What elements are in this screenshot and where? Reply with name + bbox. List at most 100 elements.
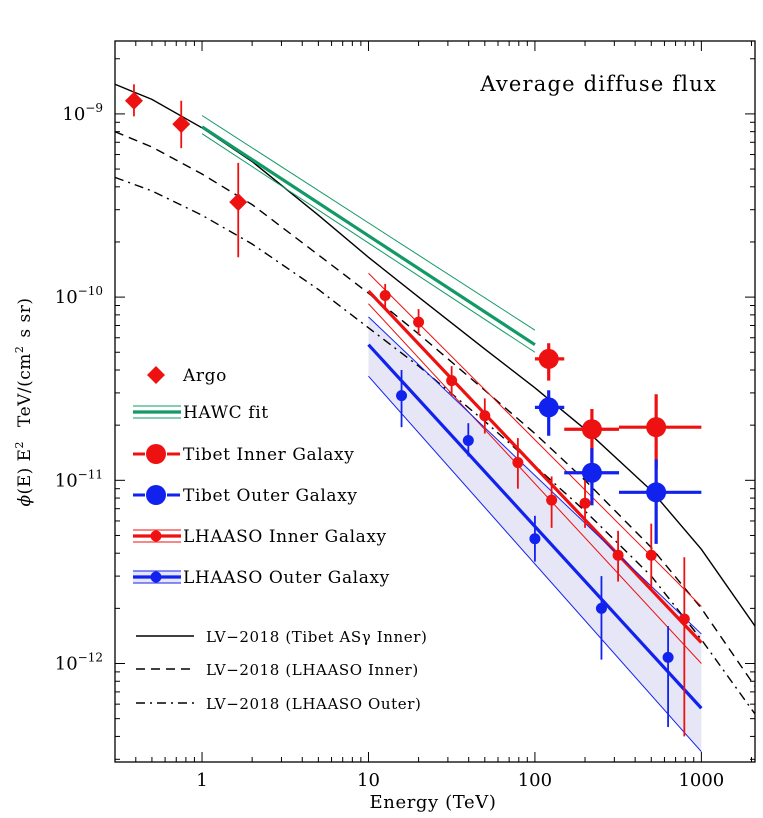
lhaaso-inner-galaxy-marker (446, 375, 458, 387)
lhaaso-outer-galaxy-marker (529, 533, 541, 545)
lhaaso-inner-galaxy-marker (678, 613, 690, 625)
tibet-outer-galaxy-marker (581, 462, 602, 483)
lhaaso-inner-galaxy-marker (413, 316, 425, 328)
legend-hawc-fit: HAWC fit (133, 403, 269, 423)
x-tick-label: 1 (196, 770, 207, 791)
y-label-main: (E) E (15, 448, 35, 494)
legend-tibet-inner-galaxy: Tibet Inner Galaxy (133, 444, 354, 465)
legend-lv-2018-tibet-as-inner-label: LV−2018 (Tibet ASγ Inner) (206, 628, 427, 646)
y-axis-label: ϕ(E) E2TeV/(cm2s sr) (13, 297, 35, 506)
lhaaso-inner-galaxy-marker (479, 410, 491, 422)
y-label-exp: 2 (13, 441, 26, 449)
lhaaso-outer-galaxy-marker (595, 602, 607, 614)
lhaaso-outer-galaxy-point (529, 515, 541, 562)
tibet-outer-galaxy-marker (646, 482, 667, 503)
y-tick-label: 10−12 (55, 651, 103, 675)
x-tick-label: 1000 (678, 770, 724, 791)
lhaaso-inner-galaxy-point (612, 530, 624, 582)
lhaaso-inner-galaxy-point (678, 557, 690, 737)
lhaaso-inner-galaxy-marker (579, 497, 591, 509)
lhaaso-outer-galaxy-marker (662, 651, 674, 663)
chart-title: Average diffuse flux (479, 72, 717, 96)
legend-lhaaso-inner-galaxy-label: LHAASO Inner Galaxy (183, 527, 387, 547)
legend-argo-swatch (147, 366, 165, 384)
argo-point (229, 162, 248, 258)
lhaaso-inner-galaxy-marker (546, 494, 558, 506)
legend-lv-2018-lhaaso-outer-label: LV−2018 (LHAASO Outer) (206, 695, 422, 713)
x-tick-label: 100 (518, 770, 552, 791)
tibet-outer-galaxy-point (619, 459, 702, 544)
legend-tibet-outer-galaxy-label: Tibet Outer Galaxy (183, 486, 358, 506)
tibet-outer-galaxy-point (564, 448, 620, 506)
lhaaso-outer-galaxy-fit-band-lower (368, 375, 702, 753)
legend-tibet-outer-galaxy: Tibet Outer Galaxy (133, 485, 358, 506)
lhaaso-inner-galaxy-marker (512, 457, 524, 469)
y-tick-label: 10−11 (55, 467, 103, 491)
lhaaso-inner-galaxy-point (512, 438, 524, 489)
lhaaso-inner-galaxy-fit-line (367, 289, 703, 644)
legend-argo: Argo (147, 366, 227, 386)
plot-frame (114, 40, 756, 763)
legend-lhaaso-outer-galaxy-swatch (150, 571, 162, 583)
lhaaso-inner-galaxy-point (579, 480, 591, 528)
legend-lhaaso-outer-galaxy-label: LHAASO Outer Galaxy (183, 568, 390, 588)
legend-lhaaso-inner-galaxy: LHAASO Inner Galaxy (133, 527, 387, 547)
lhaaso-outer-galaxy-marker (396, 390, 408, 402)
legend-lv-2018-lhaaso-outer: LV−2018 (LHAASO Outer) (136, 695, 422, 713)
lhaaso-outer-galaxy-marker (462, 434, 474, 446)
legend-argo-label: Argo (182, 366, 227, 386)
lhaaso-outer-galaxy-point (595, 576, 607, 660)
argo-marker (229, 193, 248, 212)
x-axis-label: Energy (TeV) (370, 792, 497, 813)
y-label-units: TeV/(cm (15, 353, 35, 427)
lhaaso-outer-galaxy-fit-band-upper (368, 316, 702, 635)
argo-point (124, 84, 143, 117)
y-label-units-exp: 2 (13, 346, 26, 354)
lhaaso-inner-galaxy-marker (612, 549, 624, 561)
lhaaso-inner-galaxy-point (413, 309, 425, 336)
tibet-inner-galaxy-marker (646, 417, 667, 438)
y-label-phi: ϕ (15, 494, 35, 506)
y-label-units-tail: s sr) (15, 297, 35, 337)
legend-lhaaso-inner-galaxy-swatch (150, 530, 162, 542)
lhaaso-inner-galaxy-point (546, 476, 558, 528)
legend-lv-2018-tibet-as-inner: LV−2018 (Tibet ASγ Inner) (136, 628, 427, 646)
tibet-inner-galaxy-marker (581, 419, 602, 440)
lhaaso-outer-galaxy-point (462, 423, 474, 457)
tibet-inner-galaxy-marker (538, 348, 559, 369)
legend-hawc-fit-label: HAWC fit (183, 403, 269, 423)
hawc-fit-band-upper (201, 115, 536, 331)
hawc-fit-band-lower (201, 133, 536, 353)
lhaaso-inner-galaxy-point (645, 523, 657, 591)
lhaaso-outer-galaxy-point (662, 626, 674, 728)
legend-lv-2018-lhaaso-inner-label: LV−2018 (LHAASO Inner) (206, 661, 419, 679)
tibet-outer-galaxy-point (534, 390, 565, 436)
hawc-fit-line (201, 125, 536, 347)
y-tick-label: 10−9 (62, 101, 103, 125)
fit-lines (201, 115, 703, 753)
lhaaso-inner-galaxy-marker (379, 290, 391, 302)
tibet-outer-galaxy-marker (538, 397, 559, 418)
axes: 1 10 100 1000 10−9 10−10 10−11 10−12 (55, 41, 755, 791)
lhaaso-inner-galaxy-point (446, 366, 458, 396)
argo-marker (124, 91, 143, 110)
y-tick-label: 10−10 (55, 284, 103, 308)
lhaaso-outer-galaxy-point (396, 370, 408, 428)
argo-marker (172, 115, 191, 134)
lhaaso-inner-galaxy-point (379, 283, 391, 309)
tibet-inner-galaxy-point (534, 343, 565, 381)
lhaaso-inner-galaxy-fit-band-upper (368, 272, 702, 607)
x-tick-label: 10 (357, 770, 380, 791)
lhaaso-inner-galaxy-marker (645, 549, 657, 561)
lhaaso-inner-galaxy-point (479, 398, 491, 434)
data-points (124, 84, 702, 737)
legend-tibet-outer-galaxy-swatch (146, 485, 166, 505)
legend: Argo HAWC fit Tibet Inner Galaxy Tibet Oute… (133, 366, 427, 713)
legend-tibet-inner-galaxy-label: Tibet Inner Galaxy (183, 445, 354, 465)
argo-point (172, 100, 191, 149)
lhaaso-inner-galaxy-fit-band-lower (368, 303, 702, 664)
tibet-inner-galaxy-point (619, 394, 702, 470)
legend-tibet-inner-galaxy-swatch (146, 444, 166, 464)
legend-lhaaso-outer-galaxy: LHAASO Outer Galaxy (133, 568, 390, 588)
